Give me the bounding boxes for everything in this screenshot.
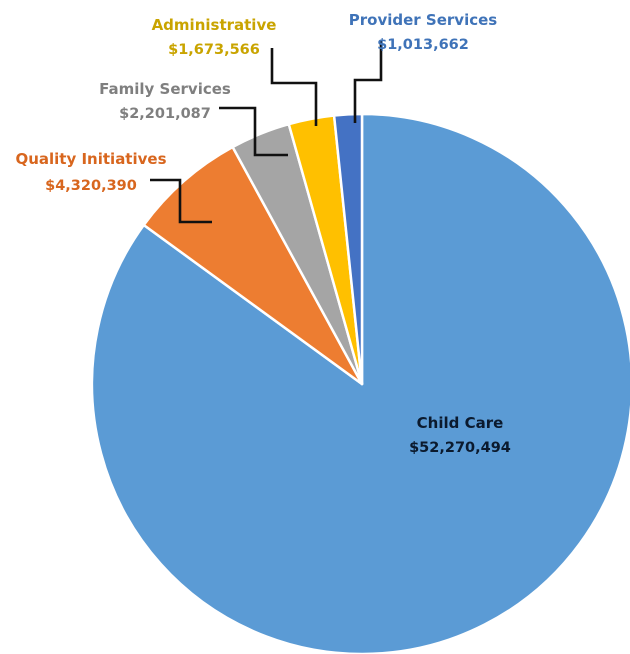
pie-slices xyxy=(90,112,630,654)
slice-label-family-services: Family Services xyxy=(99,80,231,98)
slice-label-quality-initiatives: Quality Initiatives xyxy=(15,150,166,168)
leader-lines xyxy=(150,40,383,224)
slice-value-provider-services: $1,013,662 xyxy=(377,37,469,53)
slice-value-administrative: $1,673,566 xyxy=(168,42,260,58)
slice-labels: Child Care $52,270,494 Quality Initiatives… xyxy=(15,11,510,456)
slice-label-administrative: Administrative xyxy=(152,16,277,34)
leader-line-family-services xyxy=(219,106,288,157)
slice-label-provider-services: Provider Services xyxy=(349,11,498,29)
leader-line-quality-initiatives xyxy=(150,178,212,224)
leader-line-provider-services xyxy=(353,40,383,123)
slice-value-family-services: $2,201,087 xyxy=(119,106,211,122)
slice-value-child-care: $52,270,494 xyxy=(409,440,511,456)
leader-line-administrative xyxy=(270,48,318,126)
slice-label-child-care: Child Care xyxy=(417,414,504,432)
slice-provider-services xyxy=(332,112,364,386)
slice-value-quality-initiatives: $4,320,390 xyxy=(45,178,137,194)
slice-quality-initiatives xyxy=(142,145,364,386)
